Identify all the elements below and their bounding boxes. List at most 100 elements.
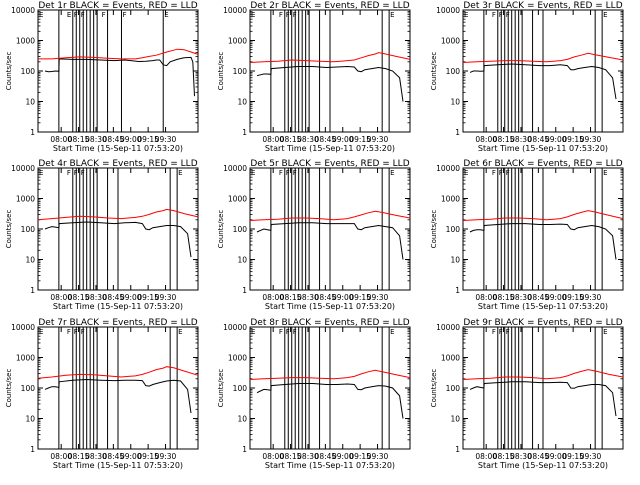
x-tick-label: 08:15 [280,135,302,144]
y-tick-label: 1 [242,286,247,295]
panel-title: Det 2r BLACK = Events, RED = LLD [250,1,409,11]
y-tick-label: 10 [450,415,460,424]
flag-label: E [251,11,255,19]
y-tick-label: 100 [21,384,36,393]
flag-label: F [499,11,503,19]
y-tick-label: 10000 [223,323,247,332]
y-tick-label: 1000 [228,354,247,363]
flag-label: F [279,328,283,336]
panel-det-3r: Det 3r BLACK = Events, RED = LLD 1 10 100 10… [430,1,624,153]
x-tick-label: 09:15 [137,293,159,302]
plot-frame [37,9,199,133]
flag-label: F [122,11,126,19]
panel-title: Det 8r BLACK = Events, RED = LLD [250,318,409,328]
flag-label: F [492,328,496,336]
y-tick-label: 100 [233,225,248,234]
x-tick-label: 08:45 [315,452,337,461]
x-tick-label: 08:00 [262,452,284,461]
panel-title: Det 7r BLACK = Events, RED = LLD [38,318,197,328]
panel-det-4r: Det 4r BLACK = Events, RED = LLD 1 10 100 10… [5,159,199,311]
panel-det-7r: Det 7r BLACK = Events, RED = LLD 1 10 100 10… [5,318,199,470]
panel-title: Det 5r BLACK = Events, RED = LLD [250,159,409,169]
flag-label: F [286,169,290,177]
x-tick-label: 09:15 [562,293,584,302]
x-tick-label: 08:45 [528,452,550,461]
y-tick-label: 10000 [436,323,460,332]
flag-label: E [39,169,43,177]
x-tick-label: 08:15 [493,452,515,461]
x-tick-label: 08:45 [315,293,337,302]
y-tick-label: 100 [446,384,461,393]
x-tick-label: 09:30 [155,293,177,302]
y-tick-label: 10 [237,256,247,265]
x-tick-label: 08:30 [85,135,107,144]
flag-label: E [390,169,394,177]
x-tick-label: 09:00 [120,135,142,144]
flag-label: F [279,11,283,19]
x-tick-label: 08:30 [510,452,532,461]
x-tick-label: 09:15 [562,135,584,144]
x-tick-label: 08:00 [262,293,284,302]
y-tick-label: 100 [446,225,461,234]
x-tick-label: 08:00 [50,452,72,461]
panel-title: Det 3r BLACK = Events, RED = LLD [463,1,622,11]
flag-label: E [178,328,182,336]
y-tick-label: 1000 [16,354,35,363]
x-axis-label: Start Time (15-Sep-11 07:53:20) [53,144,183,153]
x-tick-label: 08:45 [528,293,550,302]
x-tick-label: 08:30 [510,135,532,144]
flag-label: F [499,328,503,336]
x-axis-label: Start Time (15-Sep-11 07:53:20) [53,461,183,470]
x-tick-label: 09:00 [120,293,142,302]
panel-title: Det 4r BLACK = Events, RED = LLD [38,159,197,169]
series-lld-line [462,369,624,380]
flag-label: E [603,328,607,336]
y-tick-label: 1 [242,445,247,454]
x-tick-label: 09:15 [349,135,371,144]
x-tick-label: 08:15 [68,452,90,461]
y-tick-label: 10000 [11,6,35,15]
flag-label: F [492,169,496,177]
flag-label: E [464,169,468,177]
flag-label: F [506,11,510,19]
flag-label: E [39,328,43,336]
flag-label: F [81,11,85,19]
y-tick-label: 1000 [16,37,35,46]
series-lld-line [37,208,199,221]
y-tick-label: 10 [237,415,247,424]
y-tick-label: 1 [455,286,460,295]
x-tick-label: 09:00 [545,135,567,144]
series-events-line [44,378,192,414]
y-axis-label: Counts/sec [217,52,225,91]
flag-label: E [603,11,607,19]
x-tick-label: 09:30 [367,293,389,302]
x-tick-label: 08:45 [103,135,125,144]
panel-det-6r: Det 6r BLACK = Events, RED = LLD 1 10 100 10… [430,159,624,311]
y-tick-label: 100 [446,67,461,76]
x-tick-label: 08:15 [280,293,302,302]
series-lld-line [38,48,199,60]
y-tick-label: 10 [450,98,460,107]
x-tick-label: 08:30 [297,452,319,461]
x-tick-label: 08:45 [315,135,337,144]
flag-label: F [81,169,85,177]
x-tick-label: 09:30 [580,135,602,144]
series-lld-line [249,210,411,221]
y-tick-label: 1 [30,445,35,454]
flag-label: F [286,11,290,19]
x-tick-label: 09:00 [332,452,354,461]
flag-label: E [390,11,394,19]
flag-label: F [506,169,510,177]
x-tick-label: 08:45 [103,452,125,461]
flag-label: E [464,11,468,19]
series-events-line [44,221,192,258]
flag-label: E [251,169,255,177]
x-tick-label: 08:30 [85,293,107,302]
flag-label: E [164,11,168,19]
x-tick-label: 08:45 [103,293,125,302]
x-tick-label: 08:00 [475,452,497,461]
series-lld-line [462,210,624,221]
y-tick-label: 1 [455,128,460,137]
